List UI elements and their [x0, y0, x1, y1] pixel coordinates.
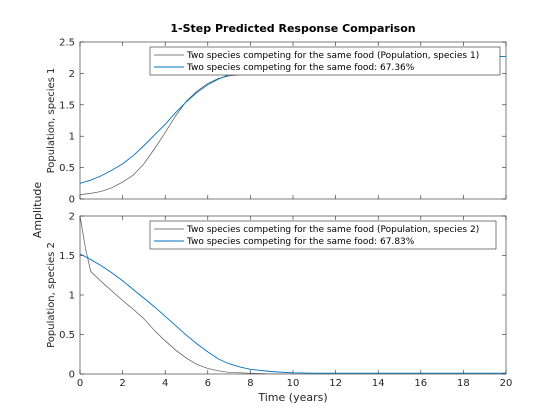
y-tick-label: 2: [69, 212, 75, 223]
legend: Two species competing for the same food …: [149, 46, 501, 76]
series-line-1: [80, 216, 293, 374]
x-tick-label: 0: [77, 378, 83, 389]
shared-y-axis-label: Amplitude: [31, 182, 44, 239]
y-tick-label: 0: [69, 370, 75, 381]
legend: Two species competing for the same food …: [149, 220, 497, 250]
x-tick-label: 10: [287, 378, 300, 389]
panel-2: 0 2 4 6 8 10 12 14 16 18 20 0 0.5 1 1.5 2 Population, sp…: [46, 212, 512, 390]
series-line-2: [80, 253, 506, 374]
y-tick-label: 0.5: [59, 330, 75, 341]
x-tick-label: 20: [500, 378, 513, 389]
x-tick-label: 16: [414, 378, 427, 389]
series-line-1: [80, 74, 240, 195]
y-tick-label: 1: [69, 132, 75, 143]
y-tick-label: 2: [69, 69, 75, 80]
x-tick-label: 18: [457, 378, 470, 389]
x-tick-label: 2: [119, 378, 125, 389]
legend-entry-1: Two species competing for the same food …: [186, 225, 479, 235]
chart-title: 1-Step Predicted Response Comparison: [170, 22, 415, 35]
legend-box: [149, 46, 501, 76]
x-tick-label: 4: [162, 378, 168, 389]
y-tick-label: 1.5: [59, 100, 75, 111]
y-tick-label: 1: [69, 291, 75, 302]
x-tick-label: 8: [247, 378, 253, 389]
panel-1: 0 0.5 1 1.5 2 2.5 Population, species 1 Two spe…: [46, 38, 507, 206]
y-tick-label: 0: [69, 195, 75, 206]
panel-y-axis-label: Population, species 2: [46, 242, 57, 348]
y-tick-label: 0.5: [59, 163, 75, 174]
panels: 0 0.5 1 1.5 2 2.5 Population, species 1 Two spe…: [46, 38, 512, 390]
series-group: [80, 216, 506, 374]
x-tick-label: 6: [205, 378, 211, 389]
legend-entry-2: Two species competing for the same food:…: [186, 237, 415, 247]
x-axis-label: Time (years): [257, 391, 327, 404]
legend-entry-2: Two species competing for the same food:…: [186, 63, 415, 73]
legend-entry-1: Two species competing for the same food …: [186, 51, 479, 61]
panel-y-axis-label: Population, species 1: [46, 68, 57, 174]
x-tick-label: 14: [372, 378, 385, 389]
x-tick-label: 12: [329, 378, 342, 389]
y-tick-label: 1.5: [59, 251, 75, 262]
y-tick-label: 2.5: [59, 38, 75, 49]
legend-box: [149, 220, 497, 250]
